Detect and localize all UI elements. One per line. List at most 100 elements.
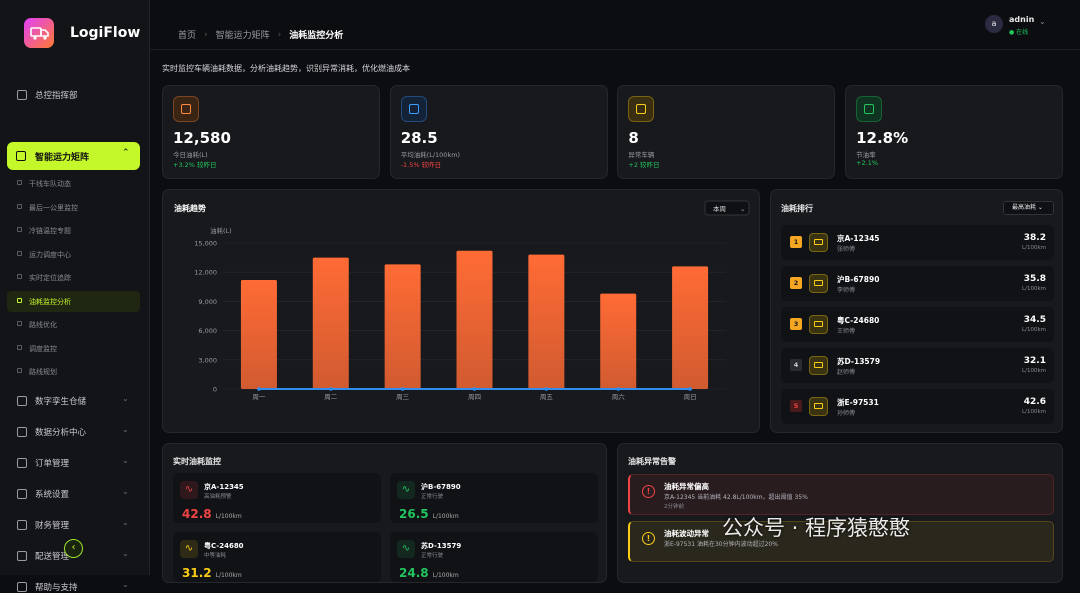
- submenu-label[interactable]: 调度监控: [29, 344, 57, 353]
- breadcrumb-item[interactable]: 智能运力矩阵: [215, 31, 270, 41]
- plate: 京A-12345: [837, 234, 880, 243]
- submenu-label[interactable]: 运力调度中心: [29, 250, 71, 259]
- fuel-unit: L/100km: [432, 572, 459, 579]
- fuel-value: 42.6: [1023, 397, 1046, 407]
- menu-label[interactable]: 数据分析中心: [35, 427, 87, 438]
- menu-label[interactable]: 总控指挥部: [35, 91, 78, 101]
- trend-card: 油耗趋势 本周 ⌄ 油耗(L) 0 3,000 6,000 9,000 12,000 15…: [162, 189, 760, 433]
- submenu-active[interactable]: [7, 290, 140, 312]
- ranking-card: 油耗排行 最高油耗 ⌄ 1 京A-12345 张师傅 38.2 L/100km 2 沪B-6…: [770, 189, 1063, 433]
- menu-icon: [17, 457, 27, 468]
- collapse-button[interactable]: ‹: [64, 539, 83, 558]
- ranking-row[interactable]: 2 沪B-67890 李师傅 35.8 L/100km: [781, 266, 1054, 301]
- rank-badge: 5: [790, 400, 802, 412]
- submenu-label[interactable]: 冷链温控专题: [29, 227, 71, 235]
- menu-label[interactable]: 订单管理: [35, 458, 70, 469]
- ranking-row[interactable]: 1 京A-12345 张师傅 38.2 L/100km: [781, 225, 1054, 260]
- kpi-card: 8 异常车辆 +2 较昨日: [617, 85, 836, 179]
- truck-icon: [809, 274, 828, 293]
- menu-caret: ⌃: [122, 148, 130, 158]
- pulse-icon: ∿: [180, 540, 198, 558]
- alerts-card: 油耗异常告警 ! 油耗异常偏高 京A-12345 当前油耗 42.8L/100km，…: [617, 443, 1063, 583]
- kpi-change: +2 较昨日: [628, 161, 660, 169]
- driver: 孙师傅: [837, 410, 856, 417]
- fuel-reading: 31.2 L/100km: [182, 562, 242, 581]
- menu-label[interactable]: 数字孪生仓储: [35, 396, 87, 407]
- user-menu-caret[interactable]: ⌄: [1039, 17, 1046, 26]
- breadcrumb-item[interactable]: 首页: [178, 31, 197, 41]
- menu-label[interactable]: 财务管理: [35, 520, 70, 531]
- body: {"sidebar":{"brand":"LogiFlow","menu":[ …: [7, 0, 1080, 593]
- fuel-unit: L/100km: [215, 572, 242, 579]
- fuel-unit: L/100km: [432, 513, 459, 520]
- submenu-label[interactable]: 油耗监控分析: [29, 297, 71, 306]
- truck-glyph: [814, 321, 823, 327]
- menu-caret: ⌄: [122, 424, 129, 434]
- monitor-item[interactable]: ∿ 京A-12345 高油耗预警 42.8 L/100km: [173, 473, 381, 523]
- submenu-dot: [17, 297, 22, 303]
- menu-label[interactable]: 系统设置: [35, 489, 70, 500]
- line-point: [257, 387, 261, 391]
- menu-item-active[interactable]: [7, 142, 140, 170]
- menu-caret: ⌄: [122, 455, 129, 465]
- alert-item[interactable]: ! 油耗异常偏高 京A-12345 当前油耗 42.8L/100km，超出阈值 35…: [628, 474, 1054, 515]
- menu-icon: [17, 426, 27, 437]
- submenu-label[interactable]: 路线优化: [29, 321, 57, 329]
- menu-label[interactable]: 帮助与支持: [35, 582, 78, 593]
- trend-chart: 油耗趋势 本周 ⌄ 油耗(L) 0 3,000 6,000 9,000 12,000 15…: [174, 200, 750, 401]
- plate: 粤C-24680: [837, 316, 880, 325]
- kpi-icon-glyph: [864, 104, 875, 114]
- kpi-label: 今日油耗(L): [173, 151, 208, 159]
- monitor-item[interactable]: ∿ 粤C-24680 中等油耗 31.2 L/100km: [173, 532, 381, 582]
- chart-title: 油耗趋势: [174, 203, 206, 213]
- menu-icon: [17, 519, 27, 530]
- pulse-icon: ∿: [397, 540, 415, 558]
- submenu-label[interactable]: 实时定位追踪: [29, 274, 71, 282]
- alert-item[interactable]: ! 油耗波动异常 浙E-97531 油耗在30分钟内波动超过20%: [628, 521, 1054, 562]
- ranking-row[interactable]: 3 粤C-24680 王师傅 34.5 L/100km: [781, 307, 1054, 342]
- submenu-dot: [17, 344, 22, 350]
- ranking-row[interactable]: 4 苏D-13579 赵师傅 32.1 L/100km: [781, 348, 1054, 383]
- submenu-label[interactable]: 路线规划: [29, 368, 57, 376]
- line-point: [400, 387, 405, 391]
- menu-label[interactable]: 智能运力矩阵: [35, 153, 90, 163]
- kpi-icon-glyph: [636, 104, 647, 114]
- ranking-filter[interactable]: 最高油耗 ⌄: [1003, 201, 1054, 215]
- filter-caret: ⌄: [740, 205, 745, 213]
- menu-icon: [17, 550, 27, 561]
- line-point: [544, 387, 549, 391]
- menu-icon: [17, 581, 27, 592]
- bar: [600, 293, 637, 389]
- truck-icon: [809, 397, 828, 416]
- alert-icon: !: [642, 532, 655, 545]
- monitor-item[interactable]: ∿ 苏D-13579 正常行驶 24.8 L/100km: [390, 532, 598, 582]
- avatar[interactable]: a: [985, 15, 1003, 33]
- submenu-label[interactable]: 最后一公里监控: [29, 203, 78, 212]
- fuel-value: 31.2: [182, 566, 212, 580]
- kpi-value: 12.8%: [856, 129, 909, 147]
- fuel-value: 34.5: [1023, 315, 1046, 325]
- alert-detail: 浙E-97531 油耗在30分钟内波动超过20%: [664, 541, 778, 548]
- y-tick-label: 15,000: [194, 240, 217, 248]
- user-name[interactable]: adnin: [1009, 15, 1035, 24]
- truck-glyph: [814, 403, 823, 409]
- plate: 京A-12345: [204, 483, 244, 491]
- submenu-label[interactable]: 干线车队动态: [29, 180, 71, 188]
- truck-glyph: [814, 280, 823, 286]
- kpi-change: +3.2% 较昨日: [173, 161, 217, 169]
- y-axis-label: 油耗(L): [210, 226, 232, 235]
- truck-glyph: [814, 362, 823, 368]
- monitor-item[interactable]: ∿ 沪B-67890 正常行驶 26.5 L/100km: [390, 473, 598, 523]
- plate: 粤C-24680: [204, 542, 244, 550]
- y-tick-label: 6,000: [198, 327, 217, 335]
- realtime-title: 实时油耗监控: [173, 457, 221, 466]
- menu-label[interactable]: 配送管理: [35, 551, 70, 562]
- kpi-value: 8: [628, 129, 639, 147]
- ranking-row[interactable]: 5 浙E-97531 孙师傅 42.6 L/100km: [781, 389, 1054, 424]
- breadcrumb-separator: ›: [277, 29, 282, 40]
- fuel-unit: L/100km: [1022, 409, 1046, 415]
- filter-select[interactable]: [704, 200, 750, 216]
- fuel-value: 26.5: [399, 507, 429, 521]
- filter-label[interactable]: 本周: [713, 204, 726, 213]
- line-point: [688, 387, 692, 391]
